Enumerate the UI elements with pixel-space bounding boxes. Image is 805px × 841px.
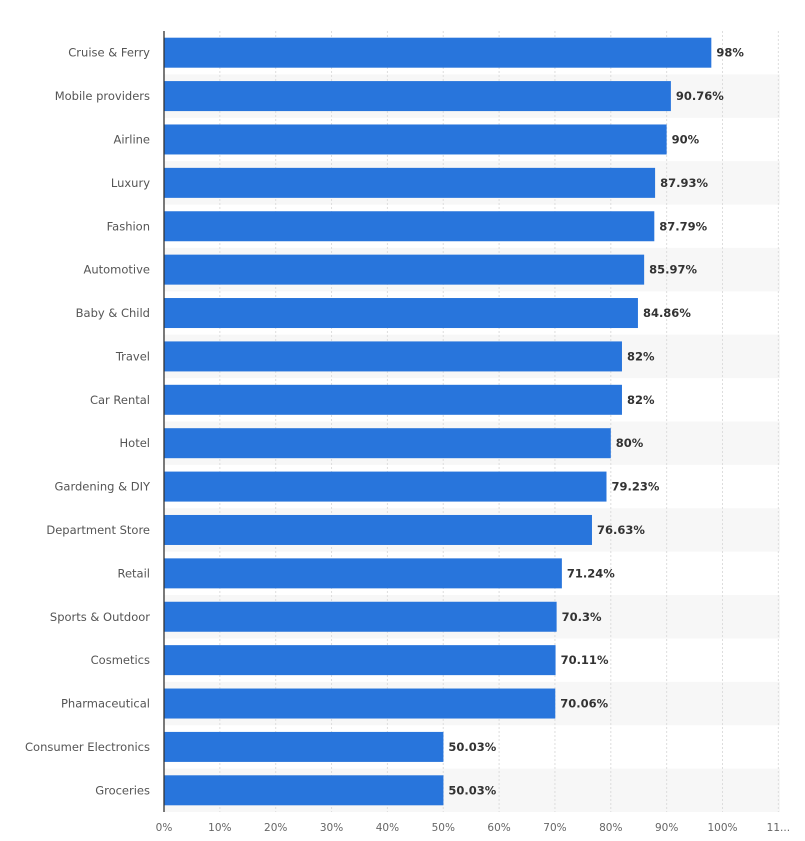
bar xyxy=(164,37,712,68)
category-label: Cosmetics xyxy=(91,653,150,667)
x-tick-label: 30% xyxy=(320,822,343,834)
category-label: Travel xyxy=(115,349,150,363)
bar xyxy=(164,81,671,112)
data-label: 50.03% xyxy=(448,783,496,797)
bar xyxy=(164,558,562,589)
x-tick-label: 90% xyxy=(655,822,678,834)
data-label: 85.97% xyxy=(649,263,697,277)
category-label: Hotel xyxy=(120,436,150,450)
x-tick-label: 60% xyxy=(487,822,510,834)
data-label: 82% xyxy=(627,393,655,407)
category-label: Department Store xyxy=(46,523,150,537)
x-tick-label: 10% xyxy=(208,822,231,834)
category-label: Gardening & DIY xyxy=(55,480,151,494)
bar xyxy=(164,384,622,415)
data-label: 84.86% xyxy=(643,306,691,320)
bar xyxy=(164,731,444,762)
data-label: 71.24% xyxy=(567,566,615,580)
data-label: 80% xyxy=(616,436,644,450)
category-label: Baby & Child xyxy=(76,306,150,320)
x-tick-label: 11... xyxy=(767,822,790,834)
category-label: Car Rental xyxy=(90,393,150,407)
data-label: 70.3% xyxy=(562,610,602,624)
data-label: 79.23% xyxy=(611,480,659,494)
x-tick-label: 100% xyxy=(707,822,737,834)
category-label: Retail xyxy=(118,566,151,580)
bar xyxy=(164,775,444,806)
data-label: 98% xyxy=(716,46,744,60)
data-label: 87.93% xyxy=(660,176,708,190)
data-label: 70.06% xyxy=(560,697,608,711)
bar xyxy=(164,688,556,719)
x-tick-label: 50% xyxy=(432,822,455,834)
x-tick-label: 20% xyxy=(264,822,287,834)
category-label: Automotive xyxy=(83,263,150,277)
bar xyxy=(164,211,655,242)
bar xyxy=(164,167,656,198)
x-tick-label: 80% xyxy=(599,822,622,834)
data-label: 70.11% xyxy=(561,653,609,667)
bar xyxy=(164,254,645,285)
data-label: 87.79% xyxy=(659,219,707,233)
data-label: 50.03% xyxy=(448,740,496,754)
category-label: Cruise & Ferry xyxy=(68,46,150,60)
data-label: 90% xyxy=(672,132,700,146)
x-tick-label: 70% xyxy=(543,822,566,834)
data-label: 90.76% xyxy=(676,89,724,103)
category-label: Airline xyxy=(113,132,150,146)
bar xyxy=(164,514,592,545)
bar xyxy=(164,341,622,372)
data-label: 76.63% xyxy=(597,523,645,537)
category-label: Mobile providers xyxy=(55,89,150,103)
category-label: Pharmaceutical xyxy=(61,697,150,711)
bar xyxy=(164,471,607,502)
bar xyxy=(164,298,638,329)
category-label: Fashion xyxy=(107,219,150,233)
data-label: 82% xyxy=(627,349,655,363)
category-label: Sports & Outdoor xyxy=(50,610,150,624)
category-label: Luxury xyxy=(111,176,150,190)
category-label: Groceries xyxy=(95,783,150,797)
bar xyxy=(164,601,557,632)
bar xyxy=(164,124,667,155)
bar xyxy=(164,428,611,459)
x-tick-label: 0% xyxy=(156,822,173,834)
bar xyxy=(164,645,556,676)
x-tick-label: 40% xyxy=(376,822,399,834)
category-label: Consumer Electronics xyxy=(25,740,150,754)
